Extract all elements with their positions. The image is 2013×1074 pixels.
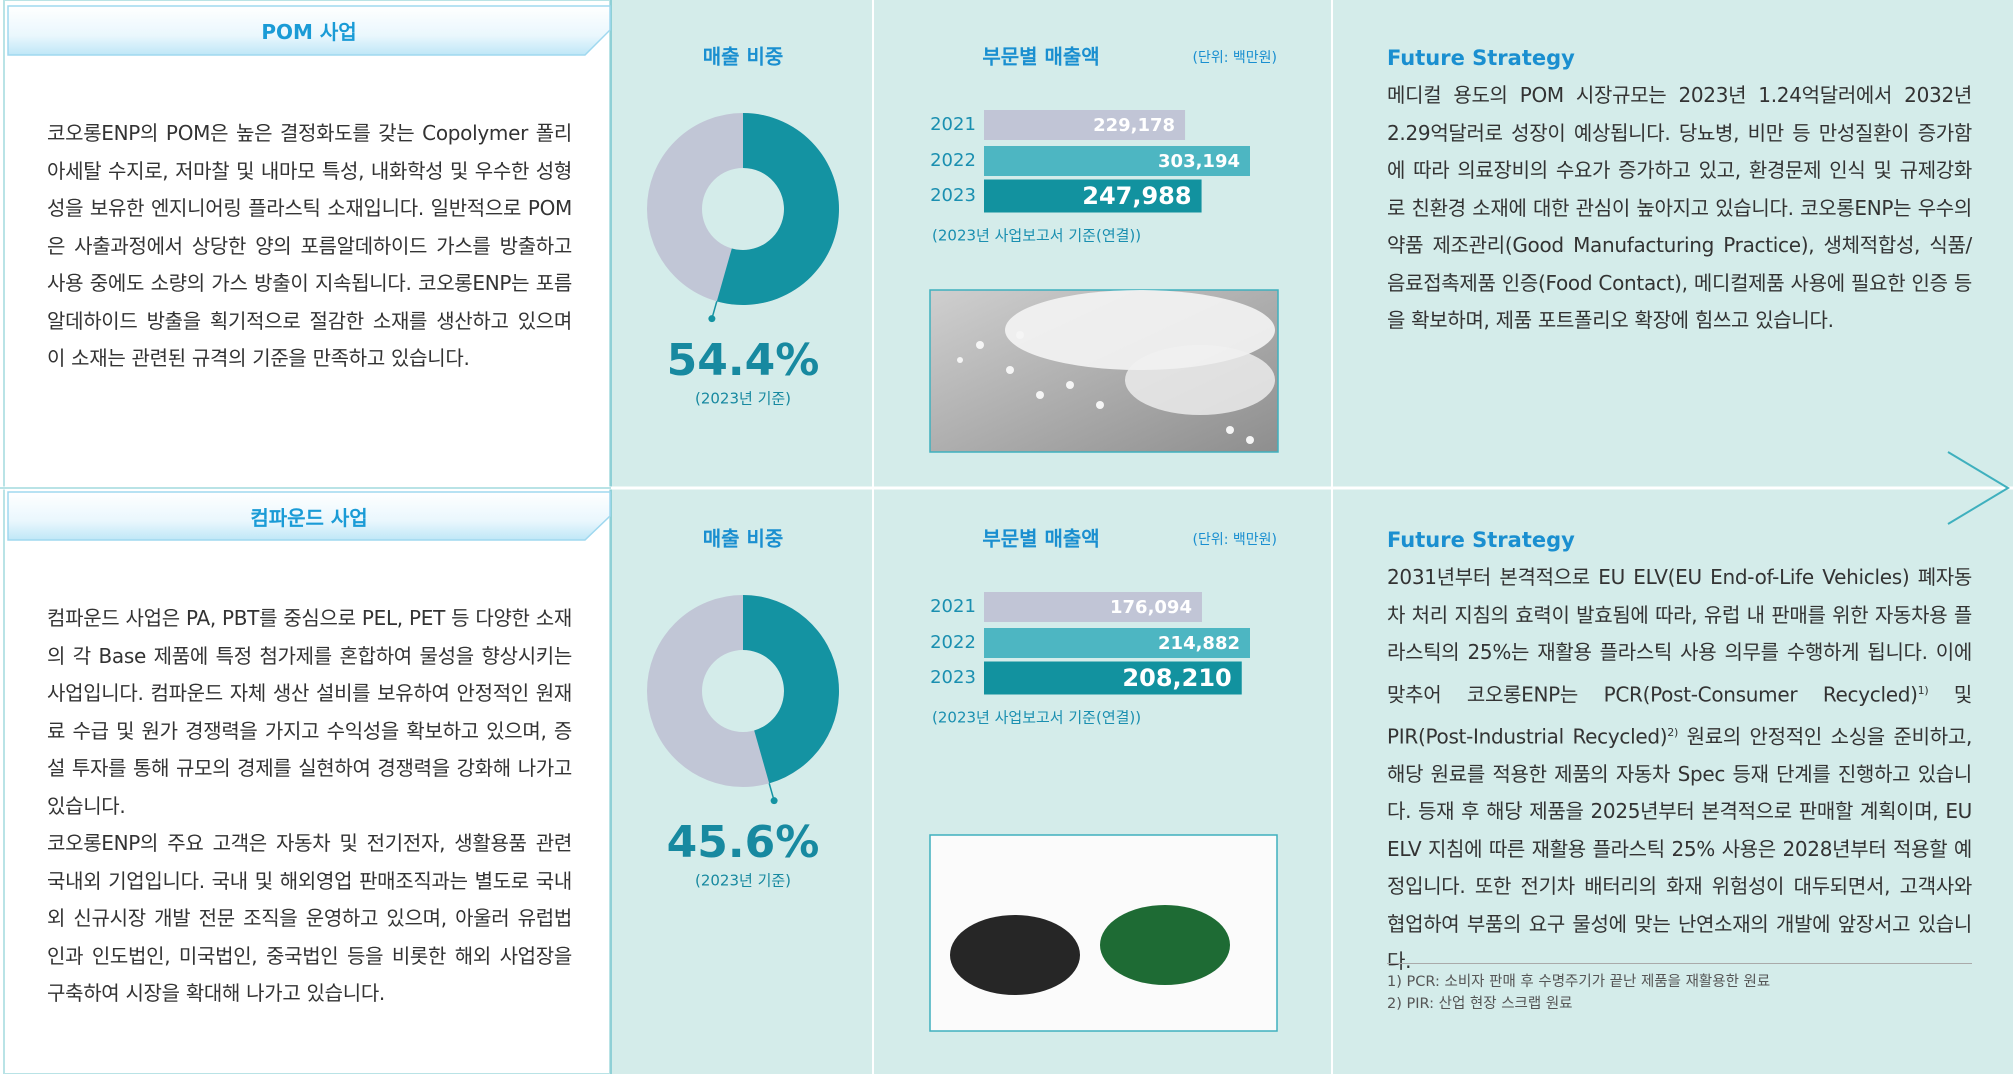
strategy-title: Future Strategy <box>1387 46 1575 70</box>
section-title: POM 사업 <box>261 20 357 44</box>
category-label: 2023 <box>930 667 976 688</box>
unit: (단위: 백만원) <box>1193 532 1278 548</box>
donut-segment <box>716 113 840 306</box>
value-label: 247,988 <box>1082 182 1191 210</box>
value-label: 54.4% <box>667 335 820 386</box>
source: (2023년 사업보고서 기준(연결)) <box>932 227 1141 245</box>
strategy-title: Future Strategy <box>1387 528 1575 552</box>
section-title: 컴파운드 사업 <box>250 505 368 530</box>
value-label: 303,194 <box>1158 151 1240 172</box>
footnote: 2) PIR: 산업 현장 스크랩 원료 <box>1387 996 1573 1012</box>
paragraph: 코오롱ENP의 주요 고객은 자동차 및 전기전자, 생활용품 관련 국내외 기… <box>47 831 572 1005</box>
footnote-ref: 1) <box>1917 683 1929 697</box>
text-run: 메디컬 용도의 POM 시장규모는 2023년 1.24억달러에서 2032년 … <box>1387 83 1972 332</box>
text-run: 2031년부터 본격적으로 EU ELV(EU End-of-Life Vehi… <box>1387 565 1972 707</box>
footnote-rule <box>1387 963 1972 964</box>
value-label: 176,094 <box>1110 597 1192 618</box>
value-label: 229,178 <box>1093 115 1175 136</box>
category-label: 2021 <box>930 114 976 135</box>
bar <box>984 146 1250 176</box>
bar <box>984 592 1202 622</box>
value-label: 208,210 <box>1122 664 1231 692</box>
value-label: 45.6% <box>667 817 820 868</box>
text-run: 및 PIR(Post-Industrial Recycled) <box>1387 682 1972 749</box>
value-label: 214,882 <box>1158 633 1240 654</box>
category-label: 2021 <box>930 596 976 617</box>
bar <box>984 628 1250 658</box>
note: (2023년 기준) <box>695 872 791 890</box>
strategy-text: 2031년부터 본격적으로 EU ELV(EU End-of-Life Vehi… <box>1387 559 1972 981</box>
note: (2023년 기준) <box>695 390 791 408</box>
header-tab <box>7 5 611 56</box>
paragraph: 코오롱ENP의 POM은 높은 결정화도를 갖는 Copolymer 폴리아세탈… <box>47 121 572 370</box>
paragraph: 컴파운드 사업은 PA, PBT를 중심으로 PEL, PET 등 다양한 소재… <box>47 606 572 818</box>
category-label: 2022 <box>930 150 976 171</box>
chart-title: 부문별 매출액 <box>982 527 1099 551</box>
chart-title: 매출 비중 <box>703 527 784 551</box>
bar <box>984 661 1242 695</box>
description: 코오롱ENP의 POM은 높은 결정화도를 갖는 Copolymer 폴리아세탈… <box>47 115 572 378</box>
footnotes: 1) PCR: 소비자 판매 후 수명주기가 끝난 제품을 재활용한 원료 2) … <box>1387 971 1972 1015</box>
photo-pellets-white <box>929 289 1279 453</box>
chart-title: 부문별 매출액 <box>982 45 1099 69</box>
footnote-ref: 2) <box>1667 725 1678 739</box>
bar <box>984 110 1186 140</box>
description: 컴파운드 사업은 PA, PBT를 중심으로 PEL, PET 등 다양한 소재… <box>47 600 572 1013</box>
chart-title: 매출 비중 <box>703 45 784 69</box>
footnote: 1) PCR: 소비자 판매 후 수명주기가 끝난 제품을 재활용한 원료 <box>1387 974 1771 990</box>
teal-area <box>611 0 2013 1074</box>
arrow <box>1947 451 2010 525</box>
category-label: 2022 <box>930 632 976 653</box>
header-tab <box>7 491 611 541</box>
source: (2023년 사업보고서 기준(연결)) <box>932 709 1141 727</box>
unit: (단위: 백만원) <box>1193 50 1278 66</box>
donut-segment <box>743 595 839 784</box>
leader-dot <box>770 797 778 805</box>
category-label: 2023 <box>930 185 976 206</box>
strategy-text: 메디컬 용도의 POM 시장규모는 2023년 1.24억달러에서 2032년 … <box>1387 77 1972 340</box>
leader-dot <box>708 315 716 323</box>
photo-pellets-colored <box>929 834 1278 1032</box>
bar <box>984 179 1202 213</box>
text-run: 원료의 안정적인 소싱을 준비하고, 해당 원료를 적용한 제품의 자동차 Sp… <box>1387 724 1973 974</box>
